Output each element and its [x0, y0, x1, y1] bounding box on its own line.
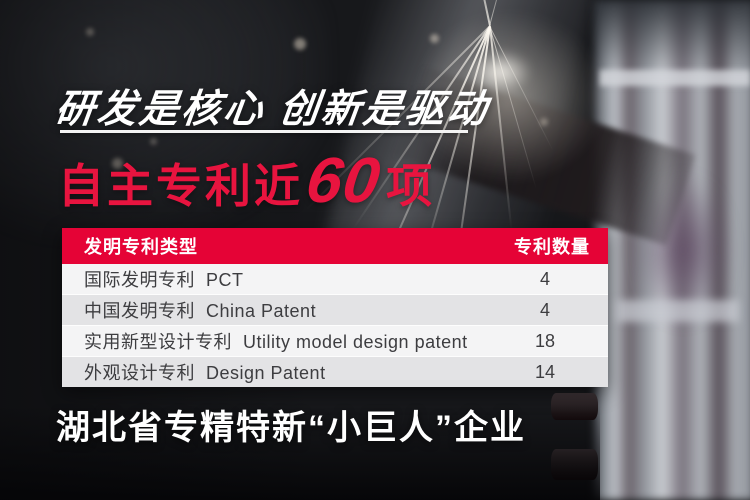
headline-prefix: 自主专利近 [58, 160, 303, 212]
column-header-type: 发明专利类型 [84, 237, 198, 257]
main-slogan: 研发是核心 创新是驱动 [52, 88, 493, 131]
enterprise-title: 湖北省专精特新“小巨人”企业 [56, 409, 526, 447]
table-row: 国际发明专利 PCT 4 [62, 264, 608, 294]
headline-suffix: 项 [386, 160, 436, 212]
patent-type-cell: 实用新型设计专利 Utility model design patent [84, 332, 468, 352]
patent-type-cell: 外观设计专利 Design Patent [84, 363, 326, 383]
headline-number: 60 [301, 144, 386, 216]
slogan-underline [60, 130, 468, 133]
patent-count-cell: 14 [534, 361, 556, 382]
patent-type-cell: 国际发明专利 PCT [84, 270, 244, 290]
table-row: 实用新型设计专利 Utility model design patent 18 [62, 326, 608, 356]
patent-table-header: 发明专利类型 专利数量 [62, 228, 608, 264]
table-row: 中国发明专利 China Patent 4 [62, 295, 608, 325]
patent-count-cell: 4 [539, 299, 550, 320]
patent-count-headline: 自主专利近 60 项 [58, 144, 436, 216]
patent-table: 发明专利类型 专利数量 国际发明专利 PCT 4 中国发明专利 China Pa… [62, 228, 608, 387]
table-row: 外观设计专利 Design Patent 14 [62, 357, 608, 387]
patent-count-cell: 4 [539, 268, 550, 289]
patent-count-cell: 18 [534, 330, 556, 351]
background-vignette [0, 405, 600, 500]
patent-type-cell: 中国发明专利 China Patent [84, 301, 317, 321]
column-header-count: 专利数量 [514, 237, 590, 257]
